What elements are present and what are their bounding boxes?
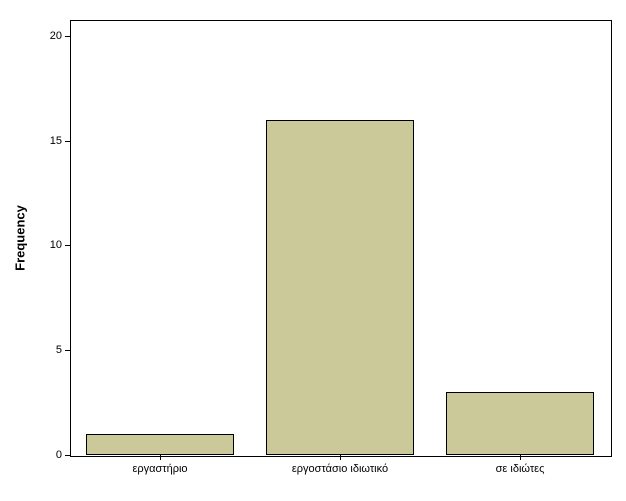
bar xyxy=(86,434,234,455)
x-tick xyxy=(520,455,521,460)
y-tick-label: 10 xyxy=(50,239,62,251)
y-tick xyxy=(65,245,70,246)
x-tick-label: εργαστήριο xyxy=(132,463,187,475)
y-tick xyxy=(65,350,70,351)
bar-chart: Frequency 0 5 10 15 20 εργαστήριο εργοστάσιο ι… xyxy=(0,0,626,501)
y-tick-label: 20 xyxy=(50,30,62,42)
y-tick xyxy=(65,36,70,37)
y-tick-label: 15 xyxy=(50,135,62,147)
y-tick xyxy=(65,455,70,456)
y-tick-label: 5 xyxy=(56,344,62,356)
x-tick xyxy=(340,455,341,460)
bar xyxy=(266,120,414,455)
x-tick-label: σε ιδιώτες xyxy=(496,463,545,475)
y-tick xyxy=(65,141,70,142)
y-axis-label: Frequency xyxy=(13,205,28,271)
x-tick xyxy=(160,455,161,460)
bar xyxy=(446,392,594,455)
x-tick-label: εργοστάσιο ιδιωτικό xyxy=(292,463,388,475)
y-tick-label: 0 xyxy=(56,449,62,461)
